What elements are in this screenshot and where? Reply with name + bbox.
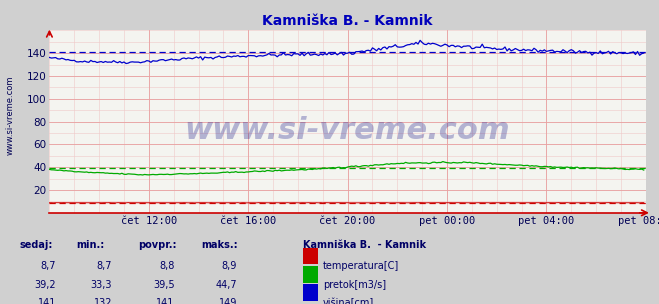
Text: 141: 141 bbox=[156, 298, 175, 304]
Text: 39,5: 39,5 bbox=[153, 280, 175, 290]
Text: 8,8: 8,8 bbox=[159, 261, 175, 271]
Text: www.si-vreme.com: www.si-vreme.com bbox=[5, 76, 14, 155]
Text: 8,7: 8,7 bbox=[96, 261, 112, 271]
Text: 33,3: 33,3 bbox=[90, 280, 112, 290]
Text: www.si-vreme.com: www.si-vreme.com bbox=[185, 116, 511, 145]
Text: maks.:: maks.: bbox=[201, 240, 238, 250]
Text: 141: 141 bbox=[38, 298, 56, 304]
Text: 149: 149 bbox=[219, 298, 237, 304]
Text: 44,7: 44,7 bbox=[215, 280, 237, 290]
Text: 8,9: 8,9 bbox=[222, 261, 237, 271]
Text: 39,2: 39,2 bbox=[34, 280, 56, 290]
Text: min.:: min.: bbox=[76, 240, 104, 250]
Text: povpr.:: povpr.: bbox=[138, 240, 177, 250]
Text: temperatura[C]: temperatura[C] bbox=[323, 261, 399, 271]
Text: 8,7: 8,7 bbox=[40, 261, 56, 271]
Text: 132: 132 bbox=[94, 298, 112, 304]
Text: Kamniška B.  - Kamnik: Kamniška B. - Kamnik bbox=[303, 240, 426, 250]
Text: sedaj:: sedaj: bbox=[20, 240, 53, 250]
Text: višina[cm]: višina[cm] bbox=[323, 298, 374, 304]
Text: pretok[m3/s]: pretok[m3/s] bbox=[323, 280, 386, 290]
Title: Kamniška B. - Kamnik: Kamniška B. - Kamnik bbox=[262, 14, 433, 28]
